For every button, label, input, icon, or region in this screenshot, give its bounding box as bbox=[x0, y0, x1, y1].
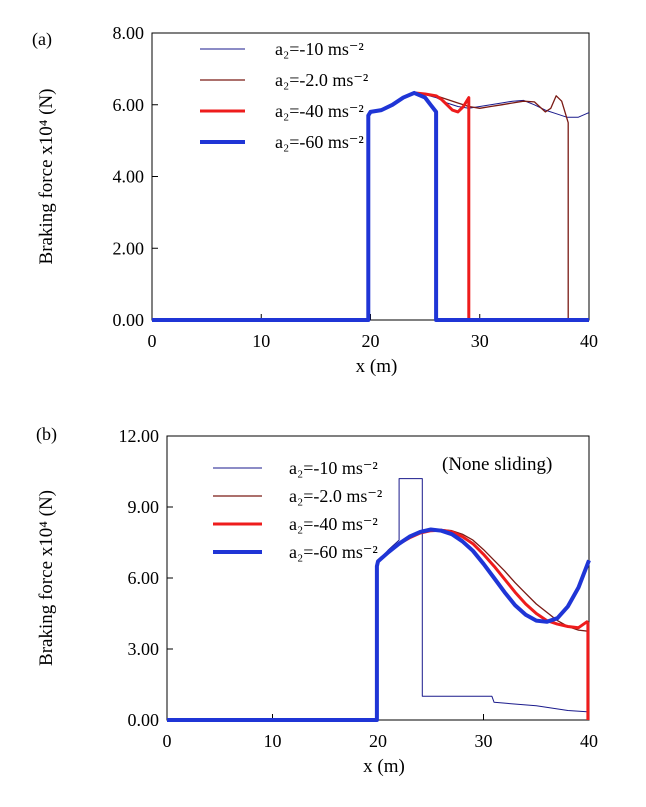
legend-label: a₂=-10 ms⁻² bbox=[289, 458, 378, 478]
x-tick-label: 0 bbox=[163, 731, 172, 751]
y-tick-label: 0.00 bbox=[113, 310, 145, 330]
panel-label: (a) bbox=[32, 29, 52, 50]
x-tick-label: 40 bbox=[580, 731, 598, 751]
legend-label: a₂=-10 ms⁻² bbox=[275, 39, 364, 59]
x-tick-label: 20 bbox=[369, 731, 387, 751]
x-tick-label: 10 bbox=[252, 331, 270, 351]
legend-label: a₂=-2.0 ms⁻² bbox=[289, 486, 382, 506]
y-axis-label: Braking force x10⁴ (N) bbox=[36, 89, 57, 265]
series-line-4 bbox=[167, 527, 591, 722]
y-tick-label: 8.00 bbox=[113, 23, 145, 43]
y-tick-label: 6.00 bbox=[128, 568, 160, 588]
legend-label: a₂=-40 ms⁻² bbox=[275, 101, 364, 121]
chart-panel-b: 0.00 3.00 6.00 9.00 12.00 0 10 20 30 40 x (m) Braki… bbox=[36, 424, 598, 777]
x-tick-label: 10 bbox=[264, 731, 282, 751]
y-tick-label: 6.00 bbox=[113, 95, 145, 115]
legend-label: a₂=-2.0 ms⁻² bbox=[275, 70, 368, 90]
y-axis-label: Braking force x10⁴ (N) bbox=[36, 490, 57, 666]
legend-label: a₂=-40 ms⁻² bbox=[289, 514, 378, 534]
legend-label: a₂=-60 ms⁻² bbox=[275, 132, 364, 152]
series-line-1 bbox=[152, 93, 590, 321]
y-tick-label: 4.00 bbox=[113, 167, 145, 187]
x-axis-label: x (m) bbox=[363, 756, 405, 777]
x-tick-label: 20 bbox=[362, 331, 380, 351]
plot-area-frame bbox=[151, 32, 590, 321]
panel-label: (b) bbox=[36, 424, 57, 445]
y-tick-label: 0.00 bbox=[128, 710, 160, 730]
series-line-2 bbox=[152, 93, 589, 321]
series-line-3 bbox=[152, 91, 589, 322]
legend-label: a₂=-60 ms⁻² bbox=[289, 542, 378, 562]
x-tick-label: 30 bbox=[475, 731, 493, 751]
annotation-text: (None sliding) bbox=[442, 454, 552, 475]
x-tick-label: 40 bbox=[580, 331, 598, 351]
y-tick-label: 12.00 bbox=[119, 426, 160, 446]
x-tick-label: 0 bbox=[148, 331, 157, 351]
series-line-4 bbox=[152, 90, 589, 322]
y-tick-label: 9.00 bbox=[128, 497, 160, 517]
y-tick-label: 3.00 bbox=[128, 639, 160, 659]
chart-panel-a: 0.00 2.00 4.00 6.00 8.00 0 10 20 30 40 x (m) Brakin… bbox=[32, 23, 598, 377]
y-tick-label: 2.00 bbox=[113, 238, 145, 258]
x-tick-label: 30 bbox=[471, 331, 489, 351]
x-axis-label: x (m) bbox=[356, 356, 398, 377]
